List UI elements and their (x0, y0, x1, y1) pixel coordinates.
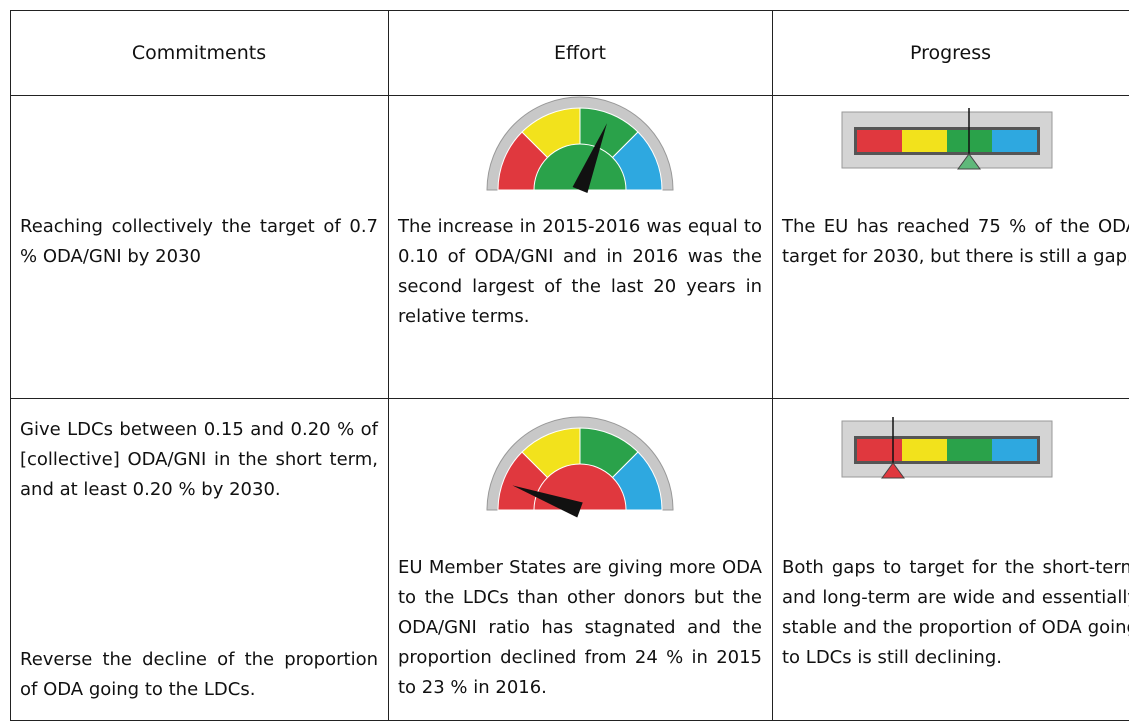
gauge-segment (579, 427, 639, 512)
gauge-center (533, 143, 627, 191)
gauge-rim (486, 416, 674, 511)
bar-frame (841, 111, 1053, 169)
gauge-segment (521, 107, 581, 192)
commitment: Give LDCs between 0.15 and 0.20 % of [co… (20, 419, 378, 500)
gauge-rim (486, 96, 674, 191)
bar-segment (992, 130, 1037, 152)
bar-segment (902, 130, 947, 152)
bar-inner (854, 436, 1040, 464)
gauge-needle (572, 123, 607, 193)
effort: EU Member States are giving more ODA to … (398, 557, 762, 698)
column-header: Commitments (131, 41, 267, 64)
progress: Both gaps to target for the short-term a… (782, 557, 1129, 668)
bar-segment (857, 439, 902, 461)
gauge-needle (512, 485, 583, 518)
gauge-segment (497, 131, 582, 191)
rule (10, 10, 1129, 11)
gauge-segment (579, 107, 639, 192)
bar-segment (902, 439, 947, 461)
bar-pointer (881, 462, 905, 479)
rule (772, 10, 773, 721)
rule (10, 10, 11, 721)
bar-inner (854, 127, 1040, 155)
rule (10, 720, 1129, 721)
gauge-center (533, 463, 627, 511)
gauge-segment (497, 451, 582, 511)
rule (388, 10, 389, 721)
bar-segment (947, 130, 992, 152)
bar-frame (841, 420, 1053, 478)
column-header: Effort (554, 41, 606, 64)
gauge-segment (521, 427, 581, 512)
gauge-segment (578, 451, 663, 511)
bar-segment (857, 130, 902, 152)
gauge-segment (578, 131, 663, 191)
commitment: Reverse the decline of the proportion of… (20, 649, 378, 700)
column-header: Progress (909, 41, 992, 64)
bar-segment (947, 439, 992, 461)
rule (10, 398, 1129, 399)
bar-pointer (957, 153, 981, 170)
effort: The increase in 2015-2016 was equal to 0… (398, 216, 762, 327)
rule (10, 95, 1129, 96)
commitment: Reaching collectively the target of 0.7 … (20, 216, 378, 267)
bar-segment (992, 439, 1037, 461)
progress: The EU has reached 75 % of the ODA targe… (782, 216, 1129, 267)
